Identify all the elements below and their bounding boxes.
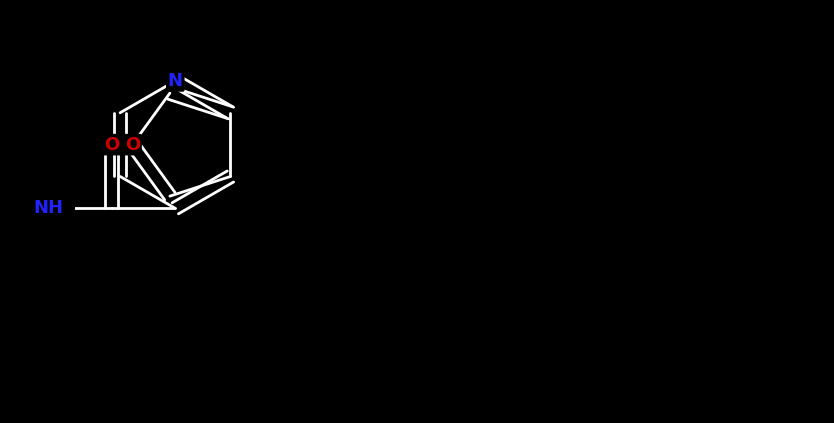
- Text: O: O: [104, 136, 119, 154]
- Text: N: N: [168, 72, 183, 90]
- Text: NH: NH: [33, 199, 63, 217]
- Text: O: O: [125, 136, 140, 154]
